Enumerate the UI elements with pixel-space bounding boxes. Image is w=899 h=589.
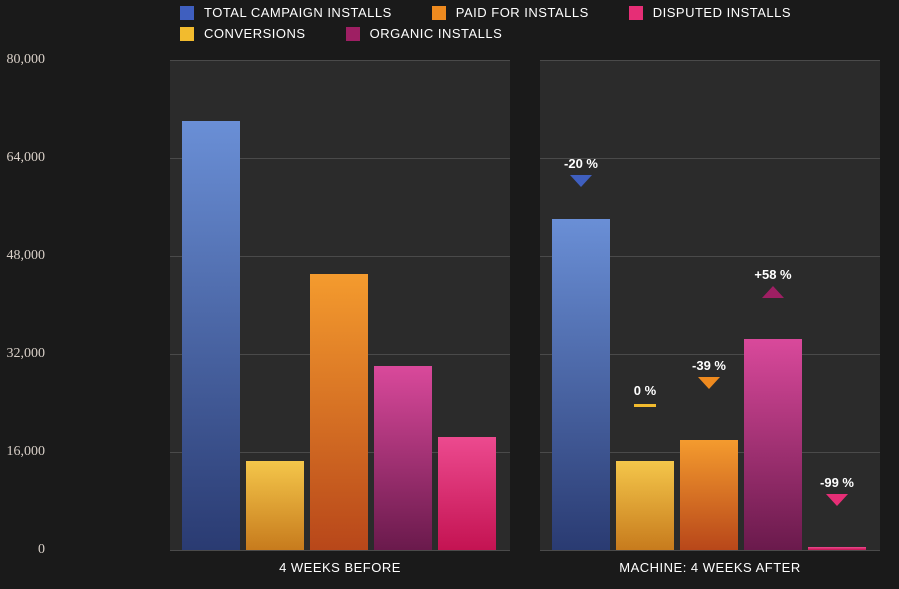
delta-text: -39 % bbox=[680, 358, 738, 373]
delta-label-organic: +58 % bbox=[744, 267, 802, 298]
y-axis-tick: 80,000 bbox=[0, 52, 45, 68]
arrow-up-icon bbox=[762, 286, 784, 298]
chart-panel: -20 %0 %-39 %+58 %-99 %MACHINE: 4 WEEKS … bbox=[540, 60, 880, 550]
legend-swatch bbox=[180, 27, 194, 41]
legend-item-paid: PAID FOR INSTALLS bbox=[432, 5, 589, 20]
gridline bbox=[540, 60, 880, 61]
legend-label: PAID FOR INSTALLS bbox=[456, 5, 589, 20]
delta-label-disputed: -99 % bbox=[808, 475, 866, 506]
legend-label: DISPUTED INSTALLS bbox=[653, 5, 791, 20]
legend: TOTAL CAMPAIGN INSTALLS PAID FOR INSTALLS… bbox=[180, 5, 880, 47]
delta-label-conversion: 0 % bbox=[616, 383, 674, 407]
bar-total bbox=[182, 121, 240, 550]
y-axis-tick: 32,000 bbox=[0, 346, 45, 362]
x-axis-label: 4 WEEKS BEFORE bbox=[170, 560, 510, 575]
legend-swatch bbox=[180, 6, 194, 20]
bar-organic bbox=[374, 366, 432, 550]
bar-group bbox=[170, 121, 510, 550]
legend-label: TOTAL CAMPAIGN INSTALLS bbox=[204, 5, 392, 20]
delta-text: 0 % bbox=[616, 383, 674, 398]
legend-item-disputed: DISPUTED INSTALLS bbox=[629, 5, 791, 20]
arrow-down-icon bbox=[698, 377, 720, 389]
legend-item-total: TOTAL CAMPAIGN INSTALLS bbox=[180, 5, 392, 20]
legend-swatch bbox=[432, 6, 446, 20]
chart-panel: 4 WEEKS BEFORE bbox=[170, 60, 510, 550]
bar-total bbox=[552, 219, 610, 550]
y-axis-tick: 64,000 bbox=[0, 150, 45, 166]
y-axis-tick: 16,000 bbox=[0, 444, 45, 460]
bar-disputed bbox=[808, 547, 866, 550]
bar-paid bbox=[680, 440, 738, 550]
delta-text: -99 % bbox=[808, 475, 866, 490]
legend-label: ORGANIC INSTALLS bbox=[370, 26, 503, 41]
y-axis-tick: 0 bbox=[0, 542, 45, 558]
plot-area: 016,00032,00048,00064,00080,0004 WEEKS B… bbox=[50, 60, 880, 550]
legend-item-conversion: CONVERSIONS bbox=[180, 26, 306, 41]
delta-label-total: -20 % bbox=[552, 156, 610, 187]
bar-conversion bbox=[616, 461, 674, 550]
delta-text: -20 % bbox=[552, 156, 610, 171]
bar-conversion bbox=[246, 461, 304, 550]
chart-container: TOTAL CAMPAIGN INSTALLS PAID FOR INSTALLS… bbox=[0, 0, 899, 589]
delta-text: +58 % bbox=[744, 267, 802, 282]
legend-swatch bbox=[346, 27, 360, 41]
bar-disputed bbox=[438, 437, 496, 550]
delta-label-paid: -39 % bbox=[680, 358, 738, 389]
legend-label: CONVERSIONS bbox=[204, 26, 306, 41]
bar-organic bbox=[744, 339, 802, 550]
arrow-down-icon bbox=[826, 494, 848, 506]
dash-icon bbox=[634, 404, 656, 407]
legend-swatch bbox=[629, 6, 643, 20]
bar-paid bbox=[310, 274, 368, 550]
gridline bbox=[170, 550, 510, 551]
y-axis-tick: 48,000 bbox=[0, 248, 45, 264]
gridline bbox=[170, 60, 510, 61]
arrow-down-icon bbox=[570, 175, 592, 187]
x-axis-label: MACHINE: 4 WEEKS AFTER bbox=[540, 560, 880, 575]
legend-item-organic: ORGANIC INSTALLS bbox=[346, 26, 503, 41]
gridline bbox=[540, 550, 880, 551]
